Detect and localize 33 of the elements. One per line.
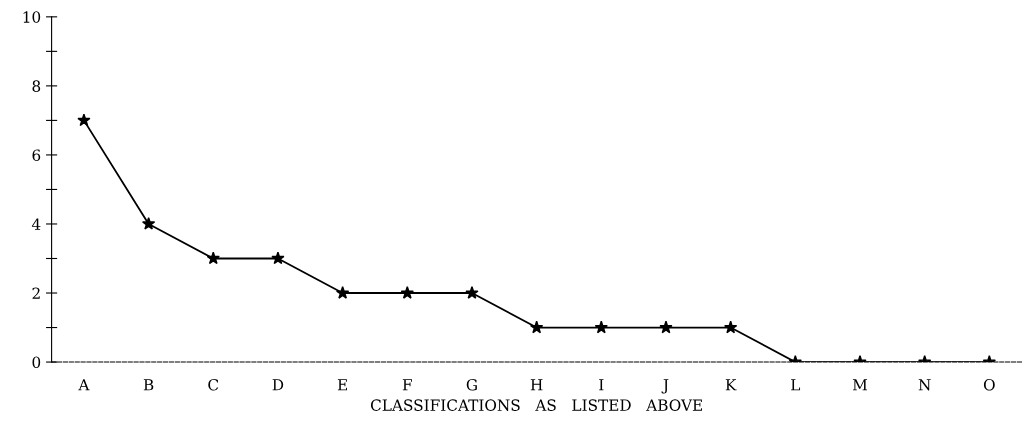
x-tick-label: O [983,379,995,391]
y-tick-label: 6 [32,149,41,161]
x-tick-label: N [918,379,931,391]
point [400,286,414,299]
x-tick-label: G [466,379,477,391]
y-tick-label: 8 [32,80,41,92]
x-tick-label: H [530,379,543,391]
point [206,251,220,265]
y-tick-label: 10 [23,11,41,23]
x-tick-label: I [599,379,604,391]
x-tick-label: F [402,379,412,391]
point [724,320,738,334]
y-tick-label: 2 [32,287,40,299]
x-tick-label: C [208,379,219,391]
x-tick-label: D [272,379,284,391]
x-tick-label: A [78,379,90,391]
y-tick-label: 4 [31,218,41,230]
x-axis-title: CLASSIFICATIONS AS LISTED ABOVE [370,399,702,411]
point [530,320,544,334]
x-tick-label: B [143,379,154,391]
point [141,217,156,230]
y-tick-label: 0 [32,356,41,369]
x-tick-label: L [791,379,801,391]
point [271,251,285,265]
x-tick-label: J [661,379,669,394]
point [77,113,91,127]
x-tick-label: K [725,379,737,391]
x-tick-label: M [852,379,868,391]
point [335,286,350,299]
x-tick-label: E [337,379,347,391]
point [465,286,479,299]
point [594,320,608,334]
point [659,320,673,334]
